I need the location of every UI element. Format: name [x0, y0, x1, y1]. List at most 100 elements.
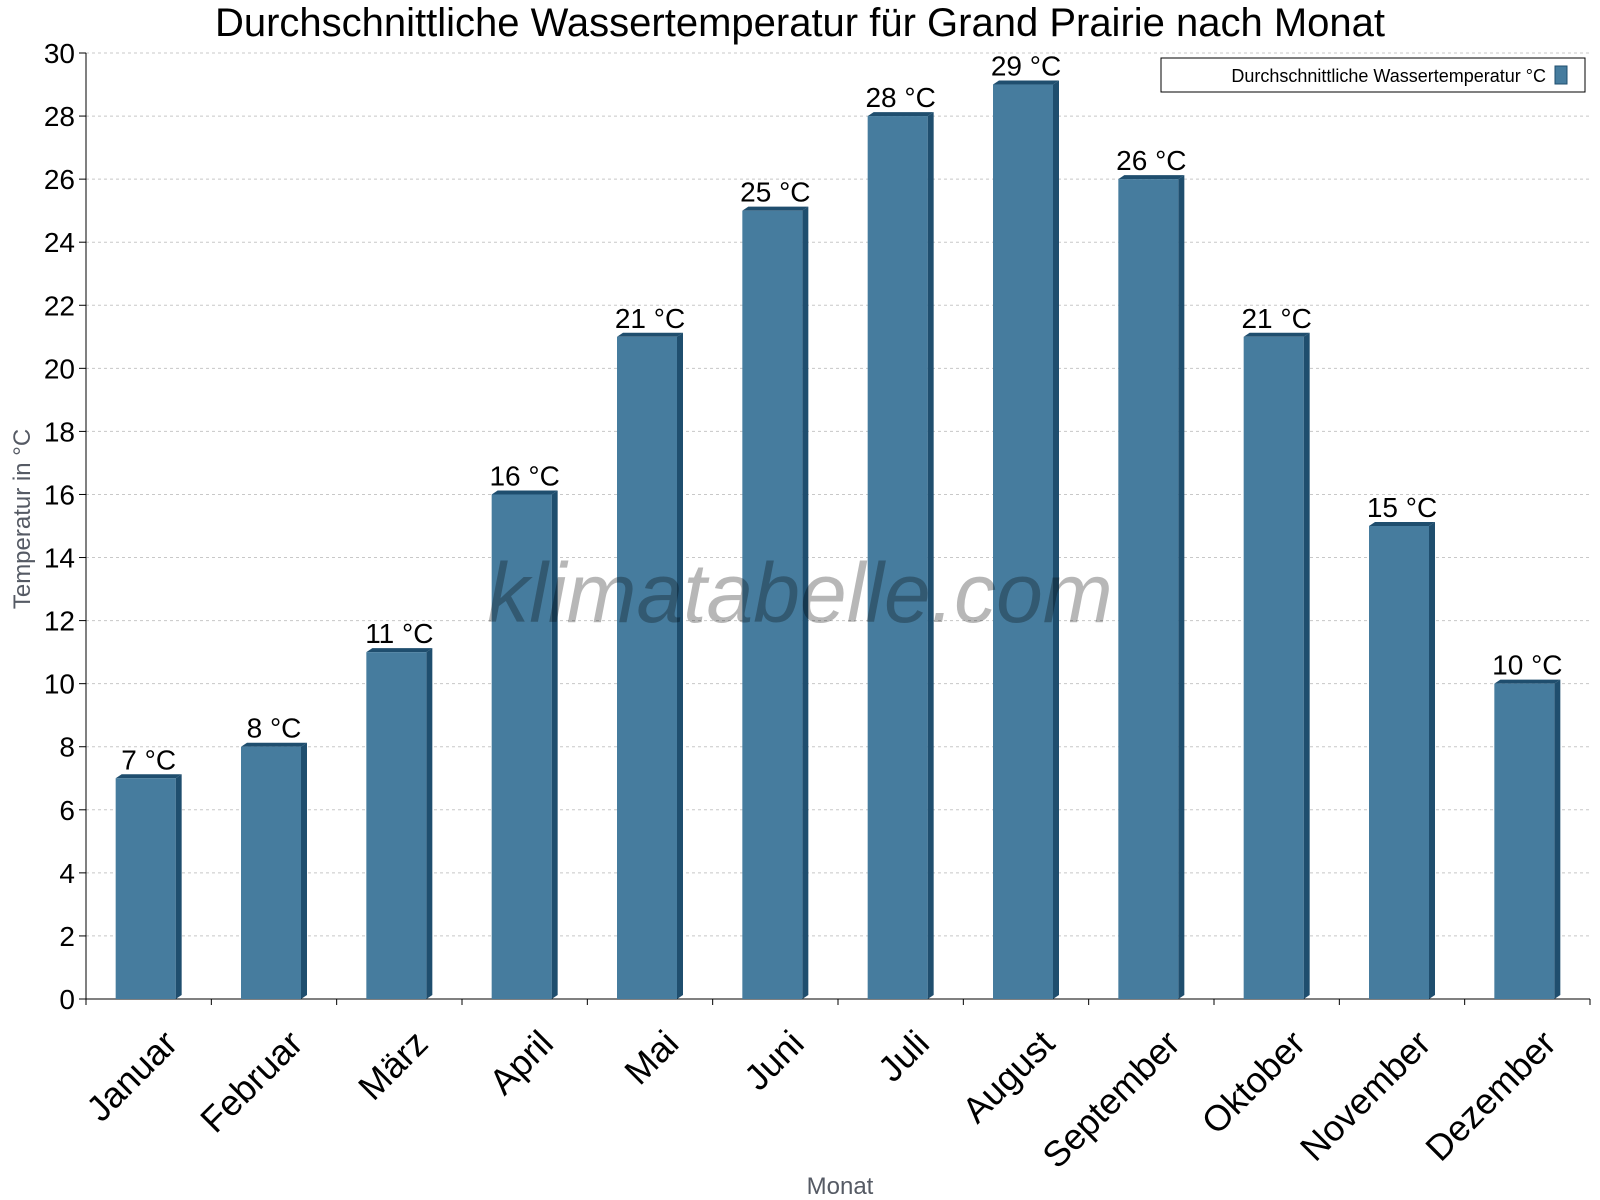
y-tick-label: 6	[59, 795, 75, 826]
x-tick-label: November	[1292, 1022, 1438, 1168]
bar	[1243, 336, 1304, 999]
x-tick-label: Oktober	[1193, 1022, 1313, 1142]
bar-top	[366, 648, 433, 653]
data-label: 25 °C	[740, 177, 810, 208]
bar-top	[241, 742, 307, 747]
bar-side	[1303, 332, 1310, 999]
bar-group: 21 °C	[615, 303, 685, 999]
bar-group: 15 °C	[1367, 492, 1437, 999]
bar-group: 16 °C	[489, 460, 560, 999]
x-tick-label: September	[1034, 1022, 1188, 1176]
data-label: 29 °C	[991, 51, 1061, 82]
bar	[115, 778, 176, 999]
bar	[491, 494, 552, 999]
bar-side	[1178, 175, 1185, 1000]
gridlines	[86, 52, 1590, 937]
y-tick-label: 2	[59, 921, 75, 952]
bar-group: 25 °C	[740, 177, 811, 999]
bar-top	[115, 774, 182, 779]
chart-title: Durchschnittliche Wassertemperatur für G…	[215, 1, 1385, 45]
bar	[366, 652, 427, 999]
data-label: 16 °C	[489, 460, 559, 491]
bar-top	[867, 112, 934, 117]
bar	[241, 746, 301, 999]
bar-side	[1554, 679, 1561, 999]
x-tick-label: Juli	[870, 1022, 937, 1089]
y-tick-label: 24	[44, 227, 75, 258]
y-axis-title: Temperatur in °C	[9, 429, 36, 609]
bar-group: 10 °C	[1492, 650, 1563, 999]
y-tick-label: 4	[59, 858, 75, 889]
bar-series: 7 °C 8 °C 11 °C 16 °C 21 °C 25 °C 28 °C 29 °C 26…	[115, 51, 1563, 1000]
data-label: 21 °C	[615, 303, 685, 334]
bar-group: 8 °C	[241, 713, 307, 999]
bar-top	[1243, 332, 1310, 337]
bar-top	[1369, 522, 1435, 526]
data-label: 26 °C	[1116, 145, 1186, 176]
bar-group: 21 °C	[1241, 303, 1312, 999]
bar-side	[175, 774, 182, 999]
legend-label: Durchschnittliche Wassertemperatur °C	[1231, 66, 1546, 86]
x-axis-title: Monat	[807, 1173, 874, 1200]
y-tick-label: 16	[44, 479, 75, 510]
bar	[993, 84, 1053, 1000]
bar-top	[1494, 679, 1561, 684]
bar-side	[1429, 522, 1435, 999]
bar-group: 28 °C	[865, 82, 936, 1000]
x-tick-label: April	[481, 1022, 561, 1102]
bar-top	[491, 490, 558, 495]
y-tick-label: 8	[59, 732, 75, 763]
y-tick-label: 12	[44, 606, 75, 637]
x-tick-label: Dezember	[1417, 1022, 1563, 1168]
x-tick-label: Februar	[192, 1022, 310, 1140]
bar-group: 29 °C	[991, 51, 1061, 1000]
bar-side	[1053, 80, 1059, 1000]
y-tick-label: 26	[44, 164, 75, 195]
data-label: 21 °C	[1241, 303, 1311, 334]
bar	[742, 210, 803, 999]
bar-side	[802, 206, 809, 999]
bar-top	[617, 332, 683, 337]
bar-group: 11 °C	[365, 618, 433, 999]
bar-group: 26 °C	[1116, 145, 1187, 1000]
data-label: 28 °C	[865, 82, 935, 113]
bar-group: 7 °C	[115, 744, 182, 999]
watermark: klimatabelle.com	[487, 546, 1113, 640]
data-label: 15 °C	[1367, 492, 1437, 523]
bar-top	[993, 80, 1059, 85]
bar-side	[677, 332, 683, 999]
bar-side	[927, 112, 934, 1000]
legend-box	[1160, 57, 1586, 93]
bar-top	[1118, 175, 1185, 180]
bar-side	[426, 648, 433, 999]
y-tick-label: 0	[59, 984, 75, 1015]
x-axis-labels: Januar Februar März April Mai Juni Juli AugustS…	[78, 1022, 1564, 1176]
bar	[1494, 683, 1555, 999]
legend-swatch	[1554, 65, 1568, 85]
y-tick-label: 20	[44, 353, 75, 384]
bar	[867, 116, 928, 1000]
bar	[1118, 179, 1179, 1000]
bar	[617, 336, 677, 999]
x-tick-label: Januar	[78, 1022, 185, 1129]
bar	[1369, 526, 1429, 999]
data-label: 10 °C	[1492, 650, 1562, 681]
bar-side	[551, 490, 558, 999]
bar-top	[742, 206, 809, 211]
y-tick-label: 10	[44, 669, 75, 700]
y-tick-label: 30	[44, 38, 75, 69]
x-tick-label: März	[350, 1022, 436, 1108]
data-label: 8 °C	[247, 713, 302, 744]
data-label: 11 °C	[365, 618, 433, 649]
x-tick-label: Mai	[616, 1022, 686, 1092]
bar-side	[301, 742, 307, 999]
y-tick-label: 28	[44, 101, 75, 132]
x-tick-label: Juni	[736, 1022, 812, 1098]
legend: Durchschnittliche Wassertemperatur °C	[1160, 57, 1586, 93]
axes	[85, 53, 1591, 1005]
y-tick-label: 22	[44, 290, 75, 321]
data-label: 7 °C	[121, 744, 176, 775]
y-tick-label: 18	[44, 416, 75, 447]
